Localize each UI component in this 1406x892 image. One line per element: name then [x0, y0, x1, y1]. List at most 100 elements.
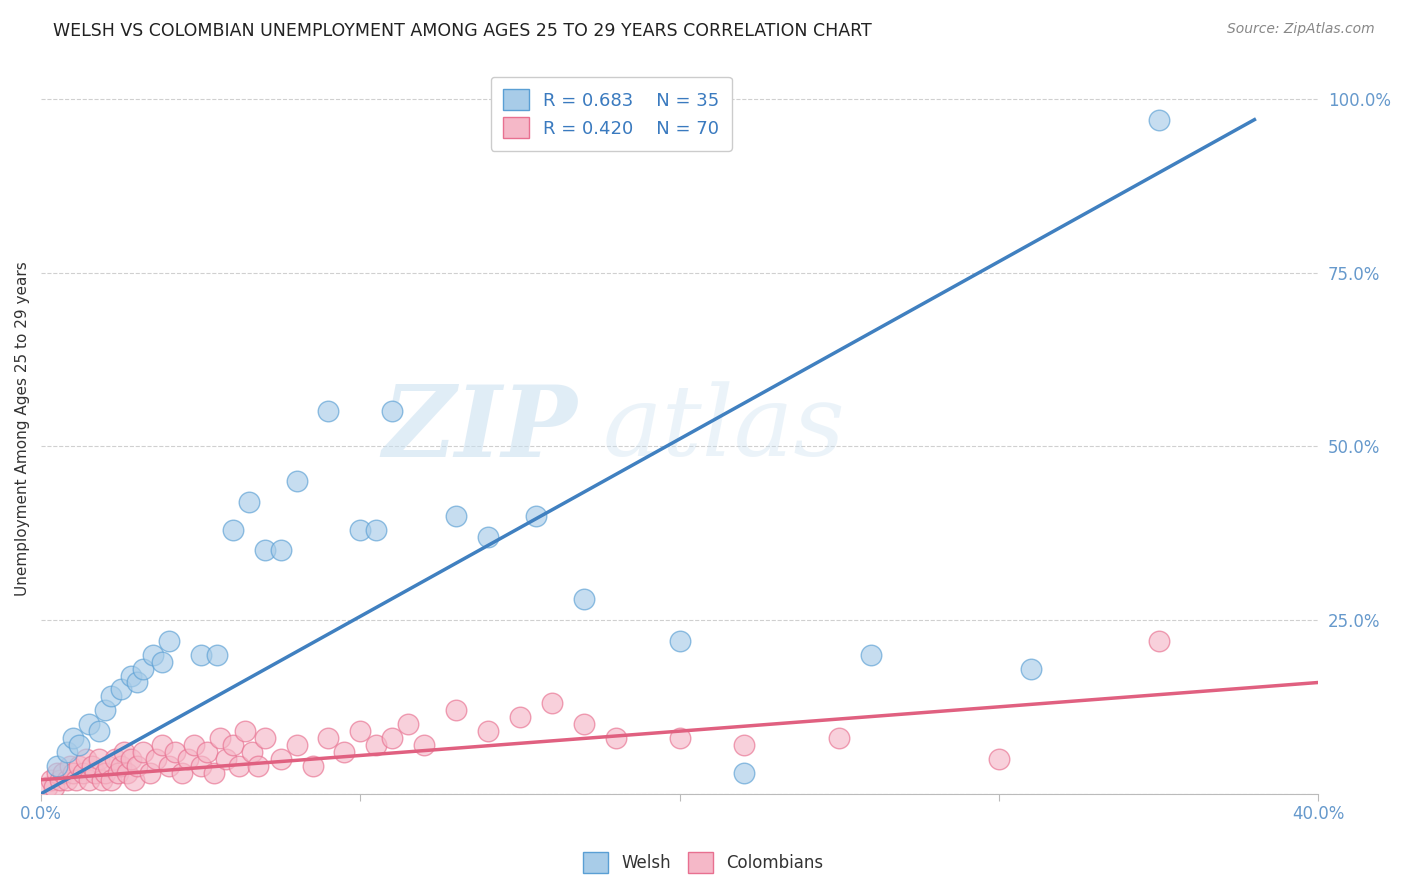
Point: [94, 765, 117, 780]
Point: [366, 523, 388, 537]
Point: [94, 703, 117, 717]
Point: [381, 404, 404, 418]
Point: [157, 633, 180, 648]
Point: [87, 752, 110, 766]
Point: [82, 759, 104, 773]
Point: [205, 648, 228, 662]
Point: [285, 738, 308, 752]
Point: [152, 655, 174, 669]
Point: [132, 662, 155, 676]
Point: [65, 772, 87, 787]
Point: [55, 745, 77, 759]
Point: [444, 703, 467, 717]
Point: [67, 759, 90, 773]
Point: [240, 745, 263, 759]
Point: [221, 523, 243, 537]
Point: [668, 731, 690, 745]
Point: [120, 752, 142, 766]
Point: [55, 772, 77, 787]
Point: [270, 543, 292, 558]
Legend: R = 0.683    N = 35, R = 0.420    N = 70: R = 0.683 N = 35, R = 0.420 N = 70: [491, 77, 733, 151]
Point: [381, 731, 404, 745]
Point: [349, 523, 371, 537]
Point: [413, 738, 436, 752]
Point: [122, 772, 145, 787]
Point: [42, 780, 65, 794]
Text: Source: ZipAtlas.com: Source: ZipAtlas.com: [1227, 22, 1375, 37]
Point: [605, 731, 627, 745]
Point: [138, 765, 160, 780]
Point: [349, 724, 371, 739]
Point: [100, 772, 122, 787]
Point: [285, 474, 308, 488]
Point: [270, 752, 292, 766]
Point: [195, 745, 218, 759]
Point: [107, 765, 129, 780]
Point: [215, 752, 238, 766]
Point: [221, 738, 243, 752]
Point: [46, 765, 69, 780]
Point: [253, 731, 276, 745]
Point: [396, 717, 419, 731]
Point: [152, 738, 174, 752]
Point: [90, 772, 112, 787]
Y-axis label: Unemployment Among Ages 25 to 29 years: Unemployment Among Ages 25 to 29 years: [15, 261, 30, 596]
Point: [110, 682, 132, 697]
Point: [247, 759, 270, 773]
Text: WELSH VS COLOMBIAN UNEMPLOYMENT AMONG AGES 25 TO 29 YEARS CORRELATION CHART: WELSH VS COLOMBIAN UNEMPLOYMENT AMONG AG…: [53, 22, 872, 40]
Point: [1147, 112, 1170, 127]
Point: [190, 759, 212, 773]
Point: [37, 780, 59, 794]
Point: [52, 765, 75, 780]
Point: [477, 724, 499, 739]
Point: [572, 717, 595, 731]
Point: [157, 759, 180, 773]
Point: [125, 759, 148, 773]
Point: [318, 731, 340, 745]
Point: [132, 745, 155, 759]
Point: [366, 738, 388, 752]
Point: [170, 765, 193, 780]
Point: [49, 772, 72, 787]
Point: [62, 765, 84, 780]
Point: [333, 745, 356, 759]
Point: [75, 752, 97, 766]
Point: [238, 495, 260, 509]
Point: [208, 731, 231, 745]
Point: [97, 759, 120, 773]
Point: [541, 696, 564, 710]
Point: [444, 508, 467, 523]
Point: [301, 759, 323, 773]
Point: [477, 530, 499, 544]
Point: [59, 759, 82, 773]
Point: [77, 717, 100, 731]
Legend: Welsh, Colombians: Welsh, Colombians: [576, 846, 830, 880]
Point: [46, 759, 69, 773]
Point: [84, 765, 107, 780]
Point: [165, 745, 187, 759]
Point: [235, 724, 257, 739]
Point: [183, 738, 205, 752]
Point: [117, 765, 139, 780]
Point: [177, 752, 200, 766]
Point: [509, 710, 531, 724]
Point: [112, 745, 135, 759]
Point: [1019, 662, 1042, 676]
Text: ZIP: ZIP: [382, 381, 578, 477]
Point: [253, 543, 276, 558]
Point: [125, 675, 148, 690]
Point: [120, 668, 142, 682]
Point: [668, 633, 690, 648]
Point: [142, 648, 165, 662]
Point: [318, 404, 340, 418]
Point: [988, 752, 1011, 766]
Point: [103, 752, 125, 766]
Point: [828, 731, 851, 745]
Point: [190, 648, 212, 662]
Point: [572, 592, 595, 607]
Point: [145, 752, 167, 766]
Point: [110, 759, 132, 773]
Point: [228, 759, 250, 773]
Point: [202, 765, 225, 780]
Point: [62, 731, 84, 745]
